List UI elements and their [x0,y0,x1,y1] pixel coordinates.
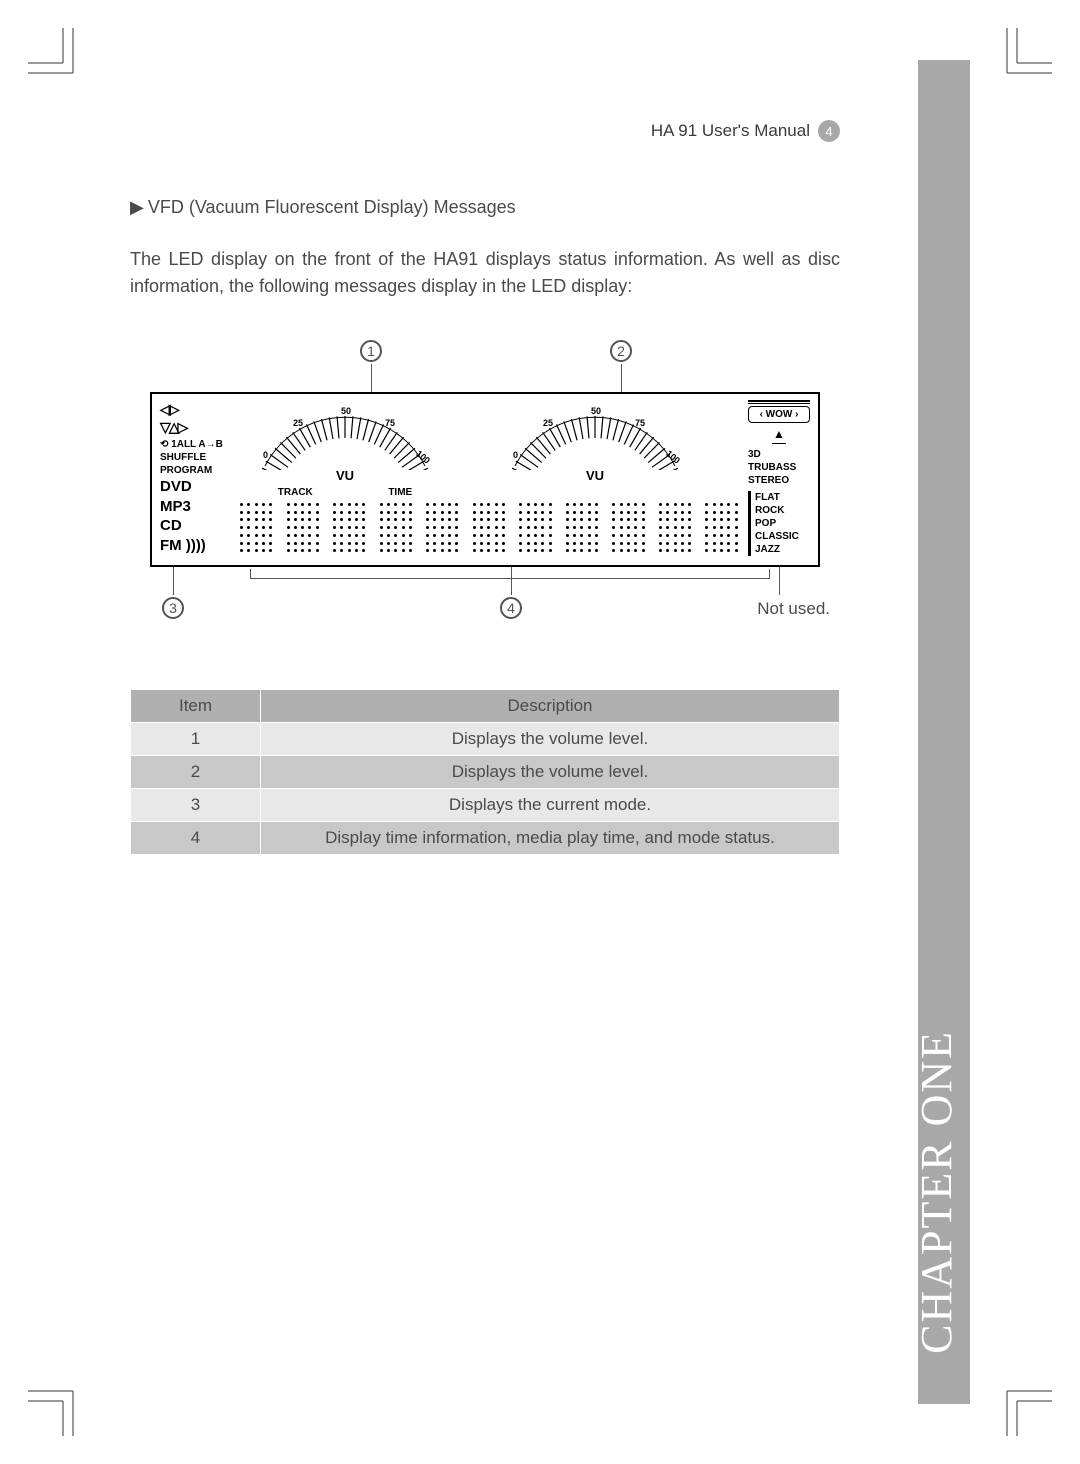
not-used-label: Not used. [757,599,830,619]
callouts-top: 1 2 [150,340,820,392]
svg-text:25: 25 [293,418,303,428]
page-header: HA 91 User's Manual 4 [130,120,840,142]
dvd-indicator: DVD [160,477,232,497]
wow-indicator: ‹ WOW › [748,406,810,423]
chapter-label: CHAPTER ONE [911,1030,962,1354]
leader-line [511,567,512,595]
svg-text:25: 25 [543,418,553,428]
3d-indicator: 3D [748,448,810,461]
leader-line [621,364,622,394]
callout-3: 3 [162,597,184,619]
rock-indicator: ROCK [755,504,810,517]
vu-label: VU [490,468,700,483]
dot-matrix-cell [287,503,322,555]
table-cell: Displays the volume level. [261,723,840,756]
vu-meter-left: 0 25 50 75 100 VU TRACK TIME [240,398,450,498]
crop-mark-br [1002,1386,1052,1436]
repeat-indicator: ⟲ 1ALL A→B [160,438,232,451]
leader-line [371,364,372,394]
cd-indicator: CD [160,516,232,536]
dot-matrix-cell [612,503,647,555]
triangle-icon: ▶ [130,197,144,218]
crop-mark-tr [1002,28,1052,78]
table-cell: Displays the current mode. [261,789,840,822]
page-number-badge: 4 [818,120,840,142]
table-cell: 4 [131,822,261,855]
vu-arc-icon: 0 25 50 75 100 [495,398,695,470]
table-row: 2Displays the volume level. [131,756,840,789]
stereo-indicator: STEREO [748,474,810,487]
leader-line [173,567,174,595]
dot-matrix-cell [240,503,275,555]
bracket-line [250,569,770,579]
classic-indicator: CLASSIC [755,530,810,543]
dot-matrix-cell [380,503,415,555]
svg-text:50: 50 [591,406,601,416]
trubass-indicator: TRUBASS [748,461,810,474]
callout-2: 2 [610,340,632,362]
dot-matrix-cell [566,503,601,555]
svg-text:100: 100 [664,448,682,465]
vfd-panel: ◁▷▽△▷ ⟲ 1ALL A→B SHUFFLE PROGRAM DVD MP3… [150,392,820,567]
fm-indicator: FM )))) [160,536,232,556]
svg-text:0: 0 [263,450,268,460]
callouts-bottom: 3 4 Not used. [150,567,820,619]
vu-label: VU [240,468,450,483]
table-cell: 3 [131,789,261,822]
pop-indicator: POP [755,517,810,530]
svg-text:75: 75 [635,418,645,428]
dot-matrix-cell [473,503,508,555]
svg-text:50: 50 [341,406,351,416]
shuffle-indicator: SHUFFLE [160,451,232,464]
svg-text:0: 0 [513,450,518,460]
time-label: TIME [388,487,412,498]
vfd-right-indicators: ‹ WOW › ▲ 3D TRUBASS STEREO FLAT ROCK PO… [748,400,810,556]
dot-matrix-display [240,503,740,555]
description-table: Item Description 1Displays the volume le… [130,689,840,855]
table-cell: Displays the volume level. [261,756,840,789]
vu-meters: 0 25 50 75 100 VU TRACK TIME [240,398,730,498]
table-cell: Display time information, media play tim… [261,822,840,855]
track-label: TRACK [278,487,313,498]
dot-matrix-cell [426,503,461,555]
svg-text:100: 100 [414,448,432,465]
table-cell: 1 [131,723,261,756]
dot-matrix-cell [333,503,368,555]
col-item: Item [131,690,261,723]
callout-1: 1 [360,340,382,362]
dot-matrix-cell [705,503,740,555]
crop-mark-bl [28,1386,78,1436]
mp3-indicator: MP3 [160,497,232,517]
jazz-indicator: JAZZ [755,543,810,556]
nav-icons: ◁▷▽△▷ [160,400,232,436]
dot-matrix-cell [659,503,694,555]
page-content: HA 91 User's Manual 4 ▶VFD (Vacuum Fluor… [130,120,840,855]
table-row: 3Displays the current mode. [131,789,840,822]
col-description: Description [261,690,840,723]
program-indicator: PROGRAM [160,464,232,477]
vu-meter-right: 0 25 50 75 100 VU [490,398,700,498]
leader-line [779,567,780,595]
eject-icon: ▲ [748,427,810,444]
section-body: The LED display on the front of the HA91… [130,246,840,300]
table-row: 4Display time information, media play ti… [131,822,840,855]
svg-text:75: 75 [385,418,395,428]
vu-arc-icon: 0 25 50 75 100 [245,398,445,470]
table-row: 1Displays the volume level. [131,723,840,756]
crop-mark-tl [28,28,78,78]
vfd-diagram: 1 2 ◁▷▽△▷ ⟲ 1ALL A→B SHUFFLE PROGRAM DVD… [150,340,820,619]
dot-matrix-cell [519,503,554,555]
manual-title: HA 91 User's Manual [651,121,810,141]
callout-4: 4 [500,597,522,619]
flat-indicator: FLAT [755,491,810,504]
table-cell: 2 [131,756,261,789]
vfd-left-indicators: ◁▷▽△▷ ⟲ 1ALL A→B SHUFFLE PROGRAM DVD MP3… [160,400,232,555]
section-title: ▶VFD (Vacuum Fluorescent Display) Messag… [130,197,840,218]
